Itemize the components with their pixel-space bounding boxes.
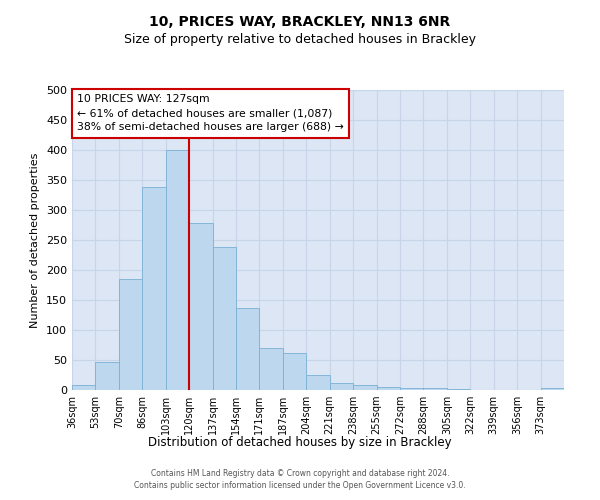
Bar <box>330 383 353 390</box>
Bar <box>259 348 283 390</box>
Bar <box>353 385 377 390</box>
Text: 10, PRICES WAY, BRACKLEY, NN13 6NR: 10, PRICES WAY, BRACKLEY, NN13 6NR <box>149 15 451 29</box>
Bar <box>212 247 236 390</box>
Bar <box>119 279 142 390</box>
Bar <box>283 353 306 390</box>
Bar <box>377 387 400 390</box>
Bar <box>166 150 189 390</box>
Bar <box>400 388 424 390</box>
Bar <box>95 362 119 390</box>
Bar <box>541 388 564 390</box>
Bar <box>236 308 259 390</box>
Text: Distribution of detached houses by size in Brackley: Distribution of detached houses by size … <box>148 436 452 449</box>
Bar <box>424 388 447 390</box>
Bar <box>189 223 212 390</box>
Y-axis label: Number of detached properties: Number of detached properties <box>31 152 40 328</box>
Bar <box>72 385 95 390</box>
Text: 10 PRICES WAY: 127sqm
← 61% of detached houses are smaller (1,087)
38% of semi-d: 10 PRICES WAY: 127sqm ← 61% of detached … <box>77 94 344 132</box>
Text: Contains HM Land Registry data © Crown copyright and database right 2024.: Contains HM Land Registry data © Crown c… <box>151 468 449 477</box>
Bar <box>142 187 166 390</box>
Text: Contains public sector information licensed under the Open Government Licence v3: Contains public sector information licen… <box>134 481 466 490</box>
Bar <box>306 375 330 390</box>
Text: Size of property relative to detached houses in Brackley: Size of property relative to detached ho… <box>124 32 476 46</box>
